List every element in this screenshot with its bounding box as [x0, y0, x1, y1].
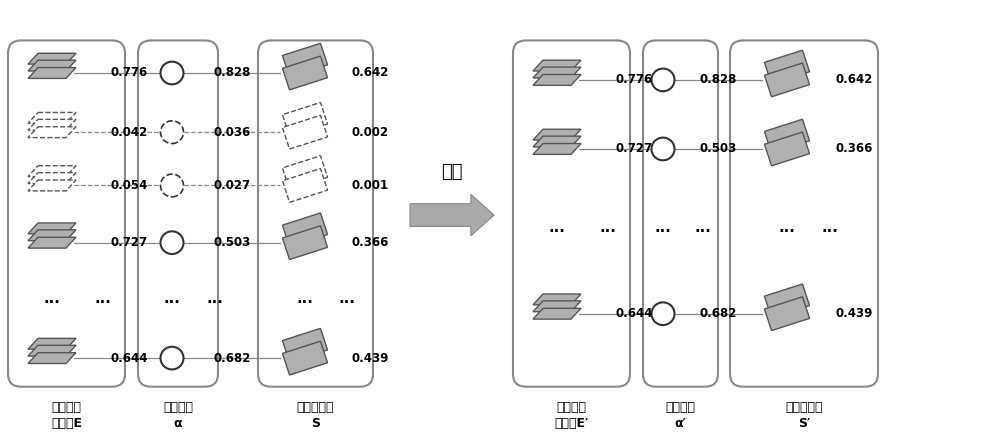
Polygon shape [533, 143, 581, 154]
Polygon shape [410, 194, 494, 236]
Polygon shape [28, 127, 76, 138]
Polygon shape [533, 129, 581, 140]
Text: 0.644: 0.644 [110, 351, 148, 364]
Text: 重要性评分
S: 重要性评分 S [297, 401, 334, 429]
Polygon shape [282, 102, 328, 136]
Text: 0.042: 0.042 [110, 126, 147, 139]
Text: 0.642: 0.642 [835, 73, 872, 86]
Polygon shape [764, 284, 810, 318]
Polygon shape [28, 119, 76, 130]
Polygon shape [533, 301, 581, 312]
Text: 0.682: 0.682 [700, 307, 737, 320]
Circle shape [160, 347, 184, 369]
Text: 0.439: 0.439 [352, 351, 389, 364]
Circle shape [160, 61, 184, 84]
Text: 滤波器权
重之和E′: 滤波器权 重之和E′ [554, 401, 589, 429]
Circle shape [160, 174, 184, 197]
Text: 0.828: 0.828 [213, 67, 250, 79]
Text: 重要性评分
S′: 重要性评分 S′ [785, 401, 823, 429]
Polygon shape [28, 338, 76, 349]
Polygon shape [282, 156, 328, 190]
Text: 0.828: 0.828 [700, 73, 737, 86]
Text: 0.002: 0.002 [352, 126, 389, 139]
Polygon shape [533, 60, 581, 71]
Circle shape [652, 138, 674, 160]
Text: ...: ... [549, 220, 565, 235]
Polygon shape [28, 173, 76, 184]
FancyBboxPatch shape [258, 41, 373, 387]
Polygon shape [28, 180, 76, 191]
Polygon shape [764, 132, 810, 166]
Polygon shape [282, 341, 328, 375]
Polygon shape [282, 213, 328, 247]
Text: 0.366: 0.366 [835, 143, 872, 156]
FancyBboxPatch shape [8, 41, 125, 387]
Text: 0.776: 0.776 [110, 67, 147, 79]
FancyBboxPatch shape [138, 41, 218, 387]
Text: ...: ... [695, 220, 711, 235]
Text: ...: ... [600, 220, 616, 235]
Text: 0.036: 0.036 [213, 126, 250, 139]
Text: ...: ... [164, 291, 180, 307]
Text: 0.642: 0.642 [352, 67, 389, 79]
Text: 缩放系数
α′: 缩放系数 α′ [666, 401, 696, 429]
Polygon shape [282, 169, 328, 202]
Text: 0.776: 0.776 [615, 73, 652, 86]
Text: 0.503: 0.503 [213, 236, 250, 249]
Polygon shape [533, 136, 581, 147]
Polygon shape [533, 67, 581, 78]
Polygon shape [28, 353, 76, 364]
Polygon shape [282, 43, 328, 77]
Text: ...: ... [95, 291, 111, 307]
Polygon shape [282, 226, 328, 259]
Text: 0.644: 0.644 [615, 307, 652, 320]
Polygon shape [28, 230, 76, 241]
Circle shape [160, 232, 184, 254]
Text: ...: ... [207, 291, 223, 307]
Polygon shape [533, 308, 581, 319]
Polygon shape [764, 50, 810, 84]
Text: ...: ... [822, 220, 838, 235]
Text: 0.001: 0.001 [352, 179, 389, 192]
Polygon shape [28, 68, 76, 78]
Polygon shape [533, 294, 581, 305]
Polygon shape [282, 328, 328, 362]
Polygon shape [28, 60, 76, 71]
Polygon shape [282, 115, 328, 149]
Polygon shape [28, 223, 76, 234]
Text: 0.727: 0.727 [110, 236, 147, 249]
Text: 0.027: 0.027 [213, 179, 250, 192]
Circle shape [652, 302, 674, 325]
Text: ...: ... [44, 291, 60, 307]
Circle shape [652, 68, 674, 91]
Text: 0.366: 0.366 [352, 236, 389, 249]
Polygon shape [764, 297, 810, 330]
Text: 0.727: 0.727 [615, 143, 652, 156]
Circle shape [160, 121, 184, 143]
Text: ...: ... [297, 291, 313, 307]
FancyBboxPatch shape [730, 41, 878, 387]
Polygon shape [282, 56, 328, 90]
Text: 0.439: 0.439 [835, 307, 872, 320]
Polygon shape [28, 112, 76, 123]
Text: 缩放系数
α: 缩放系数 α [163, 401, 193, 429]
Text: ...: ... [339, 291, 355, 307]
Polygon shape [764, 63, 810, 97]
Polygon shape [28, 53, 76, 64]
Text: 0.054: 0.054 [110, 179, 147, 192]
Polygon shape [764, 119, 810, 153]
Polygon shape [28, 237, 76, 248]
FancyBboxPatch shape [513, 41, 630, 387]
Text: ...: ... [779, 220, 795, 235]
Polygon shape [28, 345, 76, 356]
FancyBboxPatch shape [643, 41, 718, 387]
Text: 0.503: 0.503 [700, 143, 737, 156]
Text: 滤波器权
重之和E: 滤波器权 重之和E [51, 401, 82, 429]
Text: 剪枝: 剪枝 [441, 163, 463, 181]
Text: 0.682: 0.682 [213, 351, 250, 364]
Polygon shape [28, 166, 76, 177]
Polygon shape [533, 75, 581, 85]
Text: ...: ... [655, 220, 671, 235]
